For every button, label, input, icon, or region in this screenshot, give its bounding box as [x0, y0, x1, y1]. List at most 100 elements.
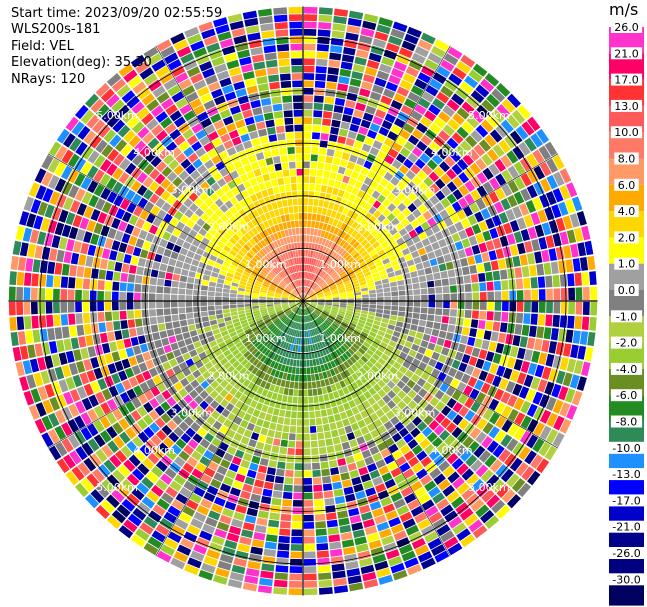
velocity-gate — [332, 297, 340, 300]
velocity-gate — [329, 270, 336, 277]
velocity-gate — [501, 280, 509, 290]
velocity-gate — [374, 232, 383, 241]
velocity-gate — [303, 220, 307, 228]
velocity-gate — [444, 235, 454, 245]
velocity-gate — [323, 231, 330, 239]
velocity-gate — [494, 301, 502, 311]
velocity-gate — [335, 279, 342, 284]
velocity-gate — [392, 21, 408, 33]
velocity-gate — [452, 67, 467, 80]
velocity-gate — [363, 160, 373, 170]
velocity-gate — [424, 188, 434, 199]
velocity-gate — [395, 222, 404, 232]
velocity-gate — [414, 158, 426, 169]
velocity-gate — [440, 323, 448, 332]
velocity-gate — [335, 212, 342, 220]
velocity-gate — [343, 264, 351, 271]
velocity-gate — [303, 294, 306, 301]
velocity-gate — [311, 146, 319, 155]
velocity-gate — [337, 257, 345, 265]
velocity-gate — [434, 231, 444, 241]
velocity-gate — [309, 294, 317, 298]
velocity-gate — [498, 258, 507, 270]
velocity-gate — [366, 245, 375, 253]
velocity-gate — [306, 264, 309, 272]
velocity-gate — [308, 290, 314, 296]
velocity-gate — [369, 297, 377, 301]
velocity-gate — [538, 289, 546, 301]
velocity-gate — [310, 220, 316, 228]
velocity-gate — [385, 182, 396, 192]
velocity-gate — [376, 308, 384, 314]
velocity-gate — [347, 130, 357, 140]
velocity-gate — [468, 235, 478, 246]
velocity-gate — [303, 294, 306, 301]
velocity-gate — [328, 59, 341, 68]
velocity-gate — [488, 177, 500, 190]
velocity-gate — [464, 247, 474, 257]
velocity-gate — [384, 113, 396, 124]
velocity-gate — [398, 47, 413, 59]
velocity-gate — [520, 173, 532, 187]
velocity-gate — [363, 253, 371, 261]
velocity-gate — [386, 249, 395, 258]
velocity-gate — [539, 194, 550, 208]
velocity-gate — [338, 247, 345, 255]
velocity-gate — [465, 292, 472, 301]
velocity-gate — [367, 196, 377, 206]
velocity-gate — [357, 235, 366, 244]
velocity-gate — [390, 176, 400, 186]
velocity-gate — [328, 134, 338, 143]
velocity-gate — [463, 275, 471, 284]
velocity-gate — [514, 267, 523, 278]
velocity-gate — [429, 195, 440, 206]
velocity-gate — [339, 68, 352, 78]
velocity-gate — [418, 275, 427, 283]
velocity-gate — [383, 137, 395, 148]
velocity-gate — [424, 267, 433, 275]
velocity-gate — [324, 265, 331, 273]
velocity-gate — [321, 272, 328, 279]
velocity-gate — [463, 205, 473, 217]
velocity-gate — [316, 58, 328, 67]
velocity-gate — [519, 254, 528, 266]
velocity-gate — [357, 258, 365, 265]
velocity-gate — [432, 72, 447, 85]
velocity-gate — [304, 286, 307, 294]
velocity-gate — [442, 286, 450, 294]
velocity-gate — [334, 277, 341, 283]
velocity-gate — [383, 232, 392, 240]
velocity-gate — [345, 200, 353, 209]
velocity-gate — [371, 253, 380, 261]
velocity-gate — [318, 280, 325, 286]
velocity-gate — [350, 249, 358, 257]
velocity-gate — [321, 285, 329, 290]
velocity-gate — [450, 293, 458, 301]
velocity-gate — [383, 171, 394, 182]
velocity-gate — [388, 276, 397, 283]
device-name-text: WLS200s-181 — [11, 22, 101, 38]
field-text: Field: VEL — [11, 38, 74, 54]
velocity-gate — [576, 210, 587, 226]
velocity-gate — [562, 215, 573, 230]
velocity-gate — [319, 245, 324, 253]
velocity-gate — [471, 223, 482, 235]
velocity-gate — [303, 154, 311, 161]
velocity-gate — [340, 303, 347, 306]
velocity-gate — [451, 201, 462, 212]
velocity-gate — [303, 198, 309, 205]
velocity-gate — [389, 241, 399, 249]
velocity-gate — [377, 204, 387, 213]
velocity-gate — [485, 320, 493, 331]
velocity-gate — [451, 232, 461, 243]
velocity-gate — [367, 224, 376, 233]
velocity-gate — [431, 153, 443, 165]
velocity-gate — [524, 301, 531, 313]
velocity-gate — [505, 208, 516, 222]
velocity-gate — [412, 312, 420, 320]
velocity-gate — [519, 336, 528, 348]
velocity-gate — [488, 163, 500, 176]
velocity-gate — [546, 288, 553, 301]
velocity-gate — [423, 176, 434, 188]
velocity-gate — [458, 197, 469, 209]
